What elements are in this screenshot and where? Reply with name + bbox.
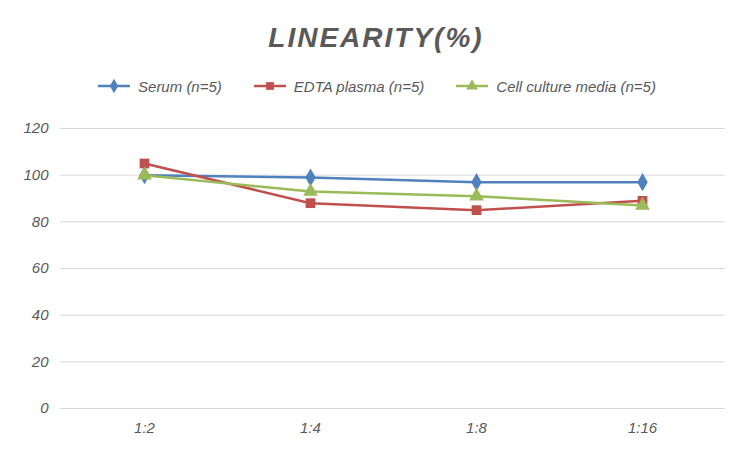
svg-text:20: 20 [31, 353, 49, 370]
html-text:LINEARITY(%): LINEARITY(%) [268, 22, 484, 53]
svg-text:1:16: 1:16 [628, 419, 658, 436]
svg-text:100: 100 [23, 166, 49, 183]
svg-text:1:2: 1:2 [134, 419, 156, 436]
html-text:Serum (n=5): Serum (n=5) [138, 77, 222, 95]
svg-text:1:8: 1:8 [466, 419, 488, 436]
svg-text:120: 120 [23, 119, 49, 136]
svg-text:40: 40 [32, 306, 49, 323]
svg-text:60: 60 [32, 259, 49, 276]
svg-text:1:4: 1:4 [300, 419, 321, 436]
html-text:Cell culture media (n=5): Cell culture media (n=5) [496, 77, 656, 95]
svg-text:0: 0 [40, 399, 49, 416]
html-text:EDTA plasma (n=5): EDTA plasma (n=5) [293, 77, 425, 95]
svg-text:80: 80 [32, 213, 49, 230]
